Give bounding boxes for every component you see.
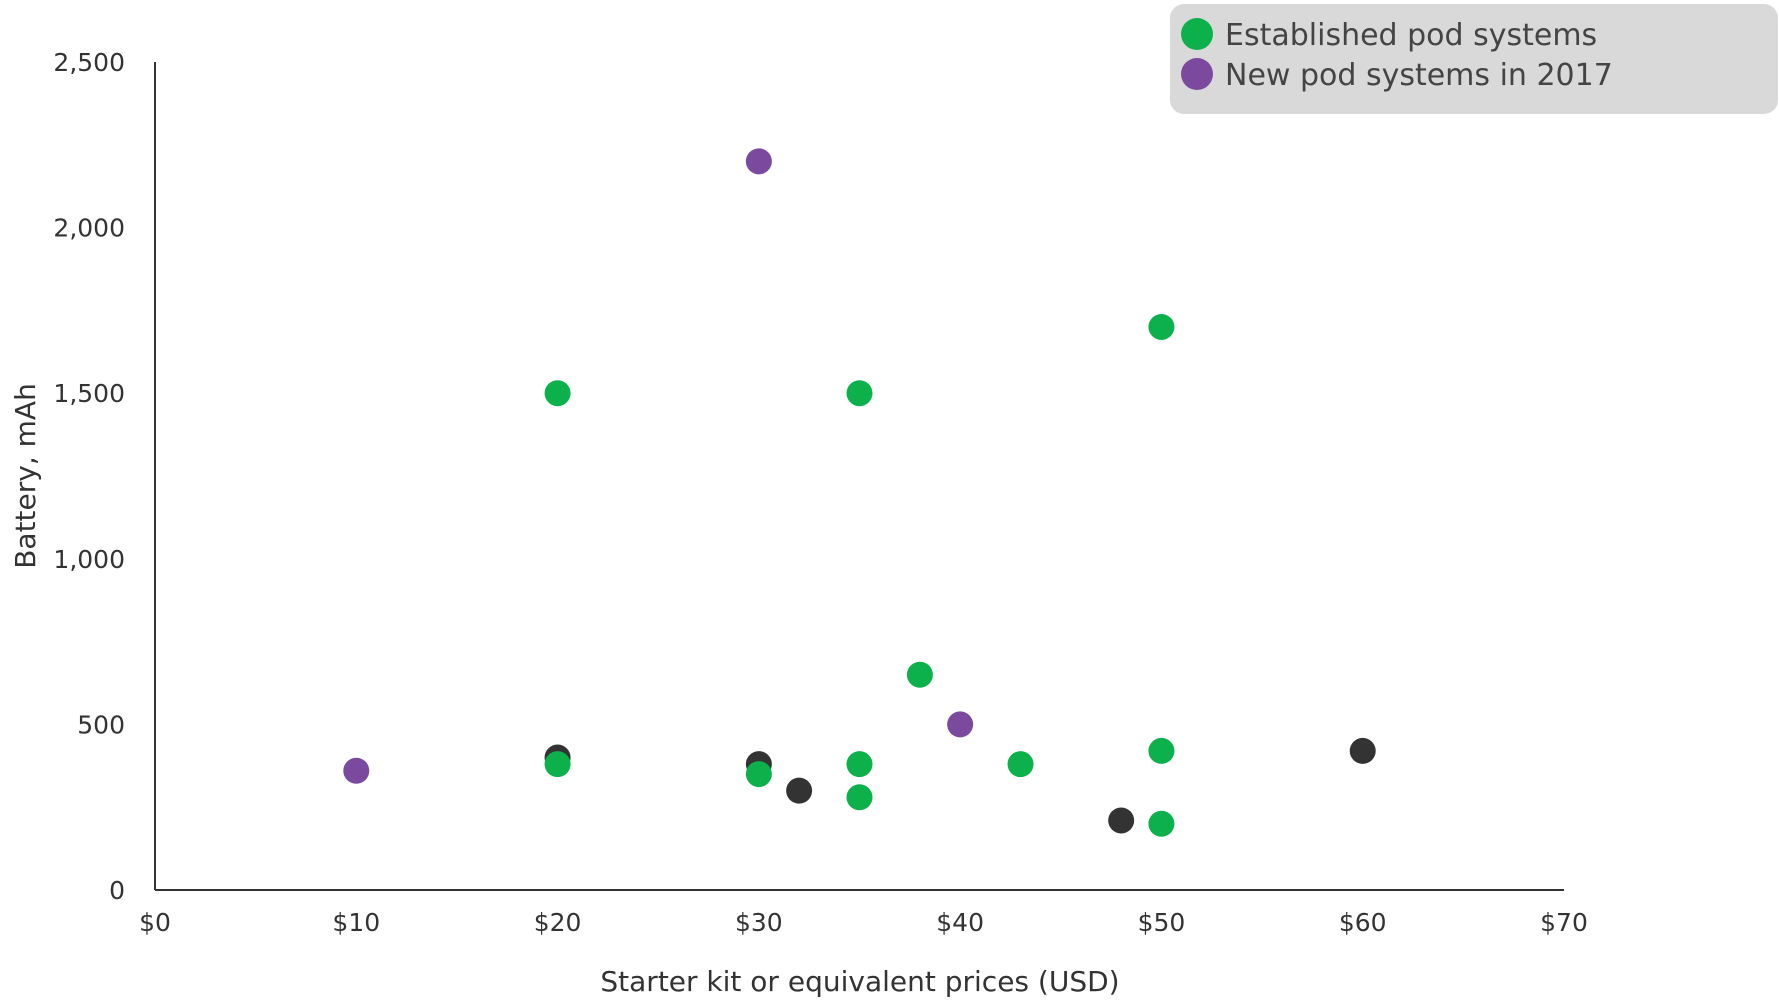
- data-point: [786, 777, 813, 804]
- x-tick-label: $40: [936, 908, 984, 937]
- legend-marker: [1181, 58, 1213, 90]
- data-point: [947, 711, 974, 738]
- x-tick-label: $70: [1540, 908, 1588, 937]
- axes: [154, 62, 1564, 891]
- data-point: [1148, 810, 1175, 837]
- data-point: [544, 751, 571, 778]
- legend-items: Established pod systems New pod systems i…: [1181, 18, 1613, 93]
- x-tick-labels: $0 $10 $20 $30 $40 $50 $60 $70: [139, 908, 1588, 937]
- data-point: [1108, 807, 1135, 834]
- x-tick-label: $60: [1339, 908, 1387, 937]
- legend-marker: [1181, 18, 1213, 50]
- data-point: [1007, 751, 1034, 778]
- y-tick-label: 500: [77, 710, 125, 739]
- data-point: [745, 761, 772, 788]
- data-point: [846, 784, 873, 811]
- x-tick-label: $0: [139, 908, 171, 937]
- y-tick-label: 1,500: [53, 379, 125, 408]
- data-point: [1148, 737, 1175, 764]
- legend-background: [1170, 4, 1778, 114]
- x-tick-label: $10: [332, 908, 380, 937]
- legend: Established pod systems New pod systems i…: [1170, 4, 1778, 114]
- y-axis-title: Battery, mAh: [9, 383, 42, 569]
- data-point: [544, 380, 571, 407]
- y-tick-labels: 0 500 1,000 1,500 2,000 2,500: [53, 48, 125, 905]
- y-tick-label: 1,000: [53, 545, 125, 574]
- y-tick-label: 2,000: [53, 214, 125, 243]
- y-tick-label: 0: [109, 876, 125, 905]
- legend-label: Established pod systems: [1225, 18, 1597, 53]
- data-point: [745, 148, 772, 175]
- data-points: [343, 148, 1376, 837]
- y-tick-label: 2,500: [53, 48, 125, 77]
- x-tick-label: $20: [534, 908, 582, 937]
- x-axis-title: Starter kit or equivalent prices (USD): [600, 965, 1119, 998]
- data-point: [846, 751, 873, 778]
- x-tick-label: $50: [1138, 908, 1186, 937]
- legend-label: New pod systems in 2017: [1225, 58, 1613, 93]
- data-point: [906, 661, 933, 688]
- data-point: [1148, 313, 1175, 340]
- x-tick-label: $30: [735, 908, 783, 937]
- data-point: [846, 380, 873, 407]
- data-point: [1349, 737, 1376, 764]
- data-point: [343, 757, 370, 784]
